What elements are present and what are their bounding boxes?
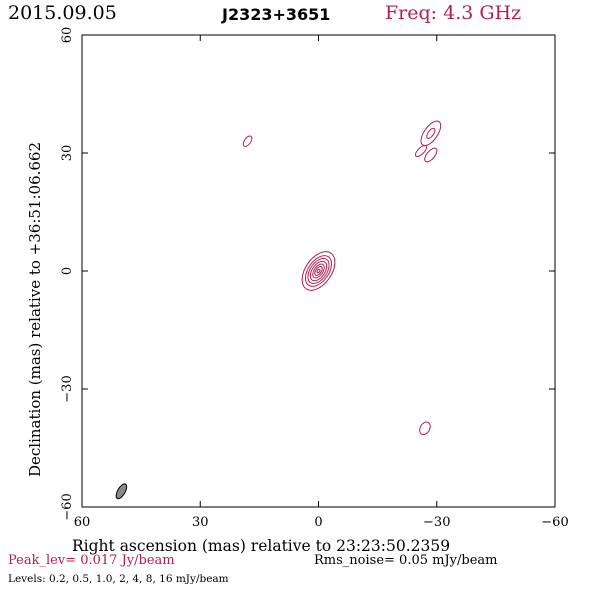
rms-label: Rms_noise= (314, 553, 395, 568)
plot-frame (81, 34, 556, 508)
y-tick-label: 30 (60, 145, 75, 162)
x-tick-label: 30 (192, 515, 209, 530)
frequency-label: Freq: 4.3 GHz (385, 2, 521, 24)
observation-date: 2015.09.05 (8, 2, 117, 24)
contour-0-level-4 (312, 263, 325, 279)
x-tick-label: 0 (314, 515, 322, 530)
y-axis-label: Declination (mas) relative to +36:51:06.… (26, 142, 44, 477)
y-tick-label: −60 (60, 493, 75, 520)
x-axis-label: Right ascension (mas) relative to 23:23:… (72, 537, 450, 555)
plot-marks (115, 120, 442, 500)
rms-noise: Rms_noise= 0.05 mJy/beam (314, 553, 497, 568)
contour-4-level-0 (242, 135, 253, 147)
y-tick-label: 60 (60, 27, 75, 44)
frequency-label-text: Freq: (385, 2, 438, 24)
x-tick-label: −30 (423, 515, 450, 530)
contour-2-level-0 (414, 145, 427, 158)
x-tick-label: −60 (541, 515, 568, 530)
contour-0-level-6 (316, 268, 321, 274)
contour-levels: Levels: 0.2, 0.5, 1.0, 2, 4, 8, 16 mJy/b… (8, 573, 229, 585)
contour-0-level-0 (301, 251, 336, 291)
axis-ticks: 60 30 0 −30 −60 −60 −30 0 30 60 (60, 27, 569, 530)
contour-3-level-0 (424, 147, 438, 163)
peak-level: Peak_lev= 0.017 Jy/beam (8, 553, 175, 568)
contour-1-level-0 (420, 120, 442, 147)
y-tick-label: −30 (60, 375, 75, 402)
x-tick-label: 60 (74, 515, 91, 530)
contour-0-level-1 (304, 255, 333, 287)
contour-0-level-2 (307, 257, 330, 285)
beam-ellipse (115, 483, 128, 500)
peak-label: Peak_lev= (8, 553, 77, 568)
rms-value: 0.05 mJy/beam (399, 553, 498, 568)
contour-5-level-0 (419, 421, 431, 436)
source-name: J2323+3651 (222, 5, 331, 24)
y-tick-label: 0 (60, 267, 75, 275)
contour-1-level-1 (426, 127, 436, 139)
frequency-value: 4.3 GHz (443, 2, 522, 24)
peak-value: 0.017 Jy/beam (80, 553, 175, 568)
contour-0-level-3 (309, 260, 328, 282)
contour-0-level-5 (314, 266, 323, 276)
